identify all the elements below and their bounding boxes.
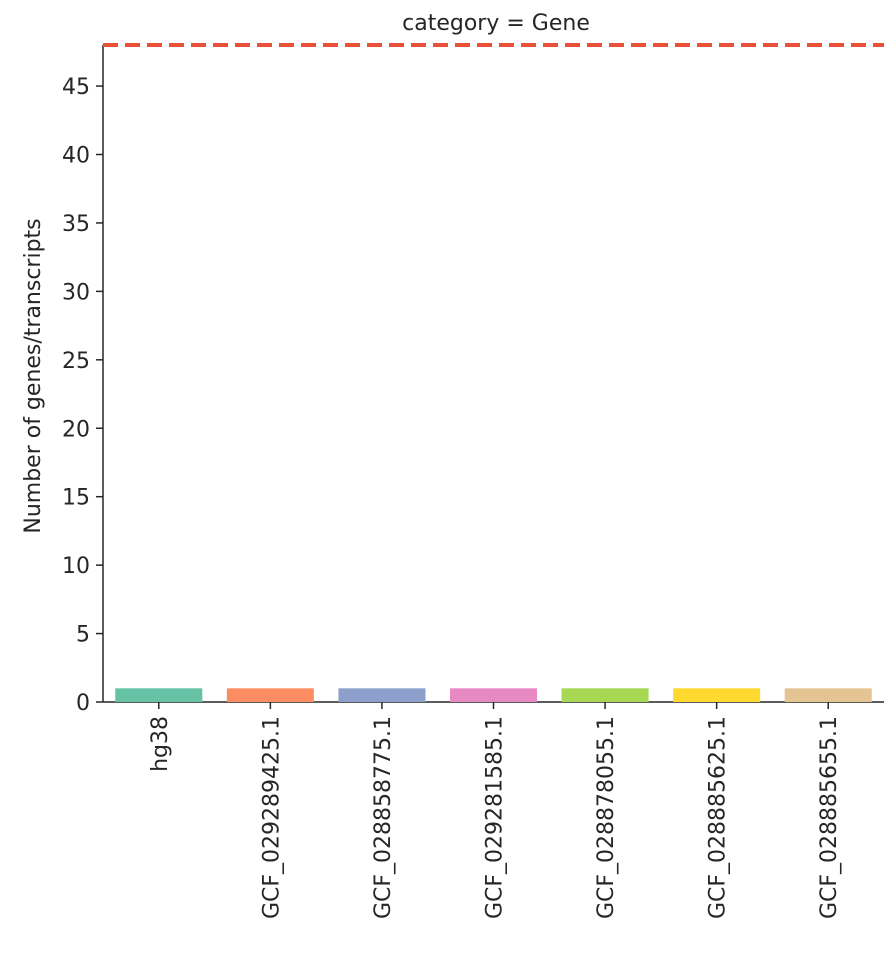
y-axis-label: Number of genes/transcripts: [21, 218, 46, 533]
bars: [115, 688, 872, 702]
y-tick-label: 10: [62, 554, 90, 579]
x-tick-label: GCF_029281585.1: [483, 716, 508, 919]
y-tick-label: 35: [62, 212, 90, 237]
bar-gcf-028885625-1: [673, 688, 761, 702]
y-tick-label: 15: [62, 486, 90, 511]
y-tick-label: 25: [62, 349, 90, 374]
x-tick-label: GCF_029289425.1: [259, 716, 284, 919]
bar-gcf-029289425-1: [226, 688, 314, 702]
x-tick-label: GCF_028885655.1: [817, 716, 842, 919]
y-tick-label: 20: [62, 417, 90, 442]
y-tick-label: 30: [62, 280, 90, 305]
y-axis: 0 5 10 15 20 25 30 35 40 45: [62, 45, 104, 716]
y-tick-label: 0: [76, 691, 90, 716]
x-tick-label: GCF_028878055.1: [594, 716, 619, 919]
chart-title: category = Gene: [402, 11, 590, 36]
bar-gcf-028885655-1: [784, 688, 872, 702]
x-tick-label: hg38: [148, 716, 173, 772]
bar-gcf-028878055-1: [561, 688, 649, 702]
bar-gcf-029281585-1: [449, 688, 538, 702]
bar-hg38: [115, 688, 203, 702]
x-axis: hg38 GCF_029289425.1 GCF_028858775.1 GCF_02…: [103, 701, 884, 919]
y-tick-label: 5: [76, 623, 90, 648]
y-tick-label: 45: [62, 75, 90, 100]
y-tick-label: 40: [62, 144, 90, 169]
x-tick-label: GCF_028858775.1: [371, 716, 396, 919]
bar-gcf-028858775-1: [338, 688, 426, 702]
x-tick-label: GCF_028885625.1: [706, 716, 731, 919]
